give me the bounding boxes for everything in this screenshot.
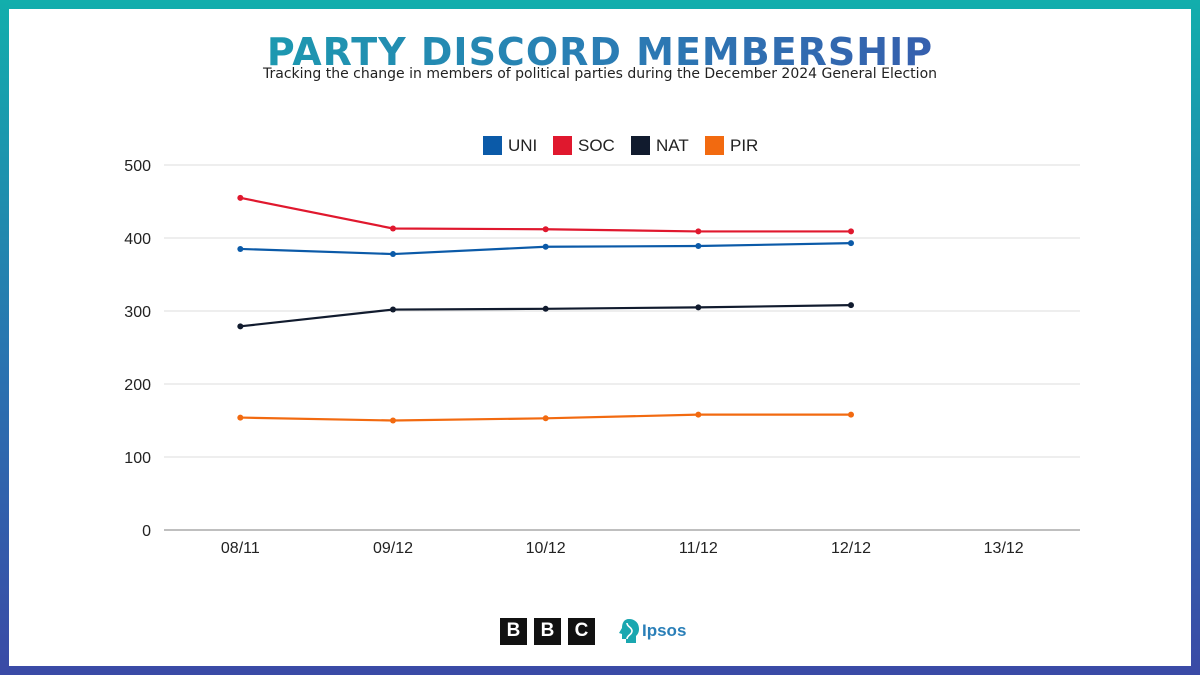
data-point-nat: [237, 323, 244, 330]
data-point-soc: [695, 228, 702, 235]
y-tick-label: 400: [124, 231, 151, 248]
chart-card: [9, 9, 1191, 666]
x-tick-label: 13/12: [984, 540, 1024, 557]
data-point-uni: [848, 240, 854, 247]
data-point-soc: [390, 225, 396, 232]
x-tick-label: 08/11: [221, 540, 260, 557]
bbc-logo-letter: C: [568, 617, 595, 645]
y-tick-label: 500: [124, 158, 151, 175]
ipsos-head-icon: [619, 619, 639, 643]
x-tick-label: 09/12: [373, 540, 413, 557]
data-point-uni: [237, 245, 244, 252]
bbc-logo-letter: B: [534, 617, 561, 645]
data-point-pir: [390, 417, 396, 424]
chart-title: PARTY DISCORD MEMBERSHIP: [0, 30, 1200, 74]
data-point-uni: [695, 243, 702, 250]
y-tick-label: 0: [142, 523, 151, 540]
data-point-pir: [695, 411, 702, 418]
data-point-uni: [542, 243, 549, 250]
ipsos-logo: Ipsos: [618, 617, 686, 645]
chart-subtitle: Tracking the change in members of politi…: [262, 66, 938, 82]
x-tick-label: 10/12: [526, 540, 566, 557]
x-tick-label: 12/12: [831, 540, 871, 557]
y-tick-label: 200: [124, 377, 151, 394]
data-point-uni: [390, 251, 396, 258]
data-point-pir: [542, 415, 549, 422]
legend-label-soc: SOC: [578, 136, 615, 155]
ipsos-wordmark: Ipsos: [642, 621, 687, 640]
data-point-pir: [848, 411, 854, 418]
data-point-nat: [542, 305, 549, 312]
data-point-soc: [542, 226, 549, 233]
x-tick-label: 11/12: [679, 540, 718, 557]
y-tick-label: 300: [124, 304, 151, 321]
bbc-logo-letter: B: [500, 617, 527, 645]
data-point-soc: [237, 194, 244, 201]
legend-swatch-pir: [705, 136, 724, 155]
y-tick-label: 100: [124, 450, 151, 467]
data-point-nat: [695, 304, 702, 311]
legend-label-uni: UNI: [508, 136, 537, 155]
data-point-nat: [848, 302, 854, 309]
logo-row: B B C Ipsos: [500, 617, 686, 645]
data-point-pir: [237, 414, 244, 421]
legend-swatch-soc: [553, 136, 572, 155]
legend-label-nat: NAT: [656, 136, 689, 155]
legend-swatch-nat: [631, 136, 650, 155]
legend-label-pir: PIR: [730, 136, 758, 155]
data-point-nat: [390, 306, 396, 313]
data-point-soc: [848, 228, 854, 235]
legend-swatch-uni: [483, 136, 502, 155]
